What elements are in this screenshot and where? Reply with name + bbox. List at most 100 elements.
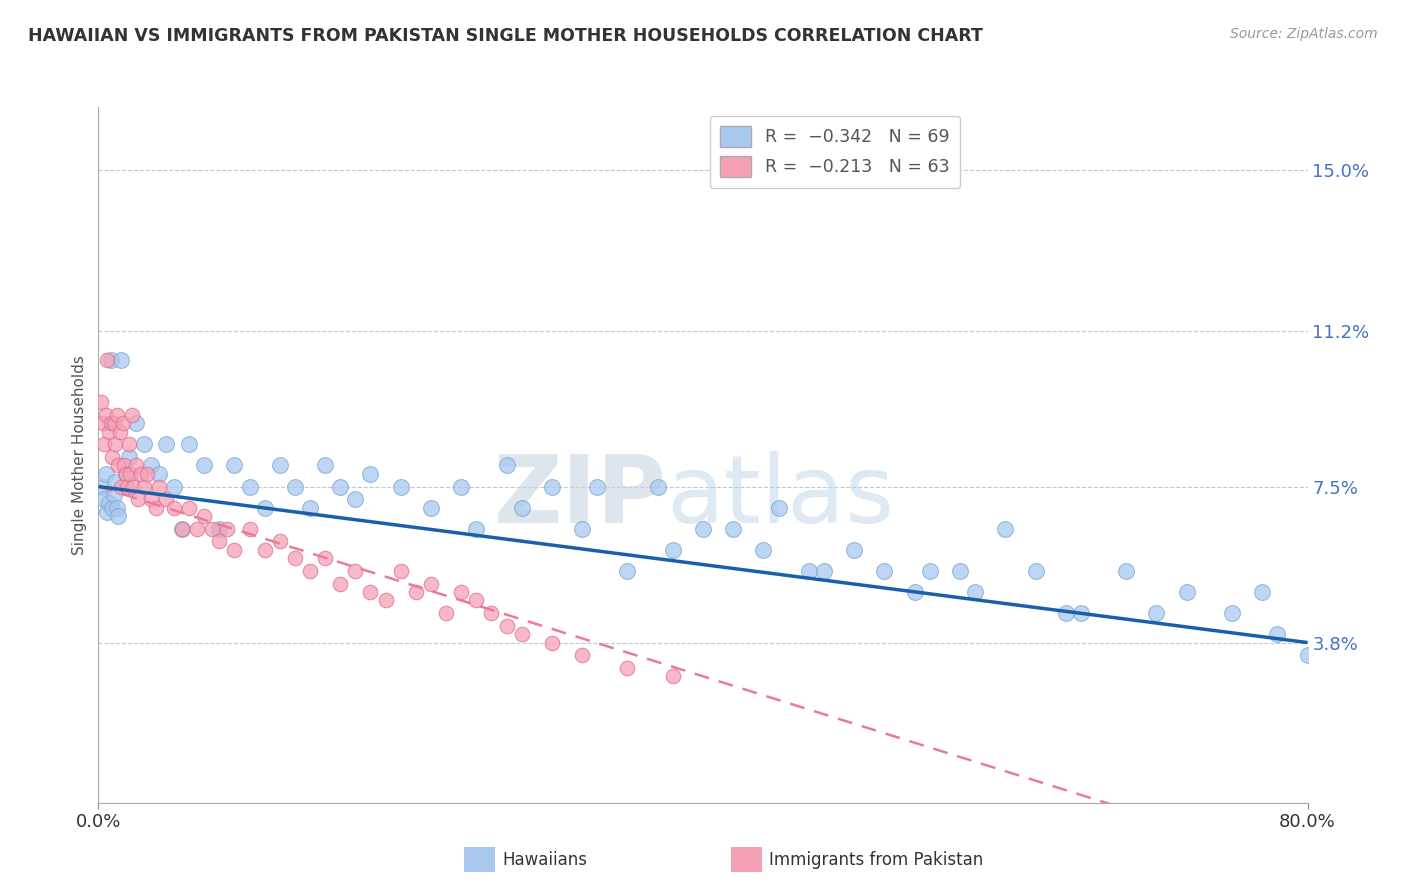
Point bbox=[904, 585, 927, 599]
Point bbox=[1175, 585, 1198, 599]
Point bbox=[1251, 585, 1274, 599]
Point bbox=[405, 585, 427, 599]
Point bbox=[1054, 606, 1077, 620]
Point bbox=[299, 564, 322, 578]
Point bbox=[125, 417, 148, 431]
Point bbox=[661, 669, 683, 683]
Point bbox=[647, 479, 669, 493]
Point bbox=[96, 505, 118, 519]
Point bbox=[1267, 627, 1289, 641]
Point bbox=[90, 395, 112, 409]
Point bbox=[110, 479, 132, 493]
Point bbox=[105, 408, 128, 422]
Point bbox=[1115, 564, 1137, 578]
Point bbox=[91, 417, 114, 431]
Point bbox=[374, 593, 396, 607]
Point bbox=[586, 479, 609, 493]
Point bbox=[193, 509, 215, 524]
Point bbox=[450, 585, 472, 599]
Point bbox=[201, 522, 224, 536]
Point bbox=[215, 522, 238, 536]
Point bbox=[253, 500, 276, 515]
Point bbox=[495, 618, 517, 632]
Point bbox=[540, 479, 562, 493]
Point bbox=[692, 522, 714, 536]
Text: Hawaiians: Hawaiians bbox=[502, 851, 586, 869]
Point bbox=[100, 353, 122, 368]
Point bbox=[141, 458, 163, 473]
Legend: R =  −0.342   N = 69, R =  −0.213   N = 63: R = −0.342 N = 69, R = −0.213 N = 63 bbox=[710, 116, 960, 187]
Point bbox=[114, 467, 136, 481]
Point bbox=[813, 564, 835, 578]
Point bbox=[127, 492, 149, 507]
Point bbox=[108, 425, 131, 439]
Point bbox=[179, 500, 201, 515]
Point bbox=[360, 585, 382, 599]
Point bbox=[510, 627, 533, 641]
Point bbox=[112, 458, 135, 473]
Point bbox=[420, 576, 443, 591]
Point bbox=[314, 458, 336, 473]
Point bbox=[135, 467, 157, 481]
Point bbox=[193, 458, 215, 473]
Point bbox=[115, 479, 138, 493]
Point bbox=[253, 542, 276, 557]
Point bbox=[465, 593, 488, 607]
Point bbox=[98, 496, 121, 510]
Point bbox=[122, 479, 145, 493]
Point bbox=[344, 564, 367, 578]
Point bbox=[107, 458, 129, 473]
Point bbox=[101, 450, 124, 464]
Point bbox=[145, 500, 167, 515]
Text: Source: ZipAtlas.com: Source: ZipAtlas.com bbox=[1230, 27, 1378, 41]
Point bbox=[434, 606, 457, 620]
Point bbox=[420, 500, 443, 515]
Point bbox=[208, 522, 231, 536]
Point bbox=[148, 467, 170, 481]
Point bbox=[616, 564, 638, 578]
Point bbox=[155, 437, 177, 451]
Point bbox=[93, 492, 115, 507]
Point bbox=[269, 534, 291, 549]
Point bbox=[481, 606, 503, 620]
Point bbox=[114, 467, 136, 481]
Point bbox=[103, 417, 125, 431]
Point bbox=[170, 522, 193, 536]
Point bbox=[118, 450, 141, 464]
Point bbox=[797, 564, 820, 578]
Point bbox=[495, 458, 517, 473]
Point bbox=[571, 522, 593, 536]
Point bbox=[723, 522, 745, 536]
Point bbox=[148, 479, 170, 493]
Point bbox=[103, 488, 125, 502]
Point bbox=[284, 551, 307, 566]
Point bbox=[101, 500, 124, 515]
Point bbox=[616, 661, 638, 675]
Point bbox=[239, 522, 262, 536]
Point bbox=[752, 542, 775, 557]
Point bbox=[110, 353, 132, 368]
Point bbox=[132, 479, 155, 493]
Point bbox=[118, 437, 141, 451]
Point bbox=[269, 458, 291, 473]
Point bbox=[94, 467, 117, 481]
Point bbox=[208, 534, 231, 549]
Point bbox=[465, 522, 488, 536]
Point bbox=[104, 475, 127, 490]
Point bbox=[1070, 606, 1092, 620]
Point bbox=[129, 467, 152, 481]
Point bbox=[873, 564, 896, 578]
Point bbox=[105, 500, 128, 515]
Point bbox=[949, 564, 972, 578]
Text: ZIP: ZIP bbox=[494, 450, 666, 542]
Point bbox=[314, 551, 336, 566]
Point bbox=[132, 437, 155, 451]
Point bbox=[94, 408, 117, 422]
Point bbox=[768, 500, 790, 515]
Point bbox=[93, 437, 115, 451]
Point bbox=[389, 564, 412, 578]
Point bbox=[844, 542, 866, 557]
Text: Immigrants from Pakistan: Immigrants from Pakistan bbox=[769, 851, 983, 869]
Point bbox=[120, 467, 142, 481]
Point bbox=[1144, 606, 1167, 620]
